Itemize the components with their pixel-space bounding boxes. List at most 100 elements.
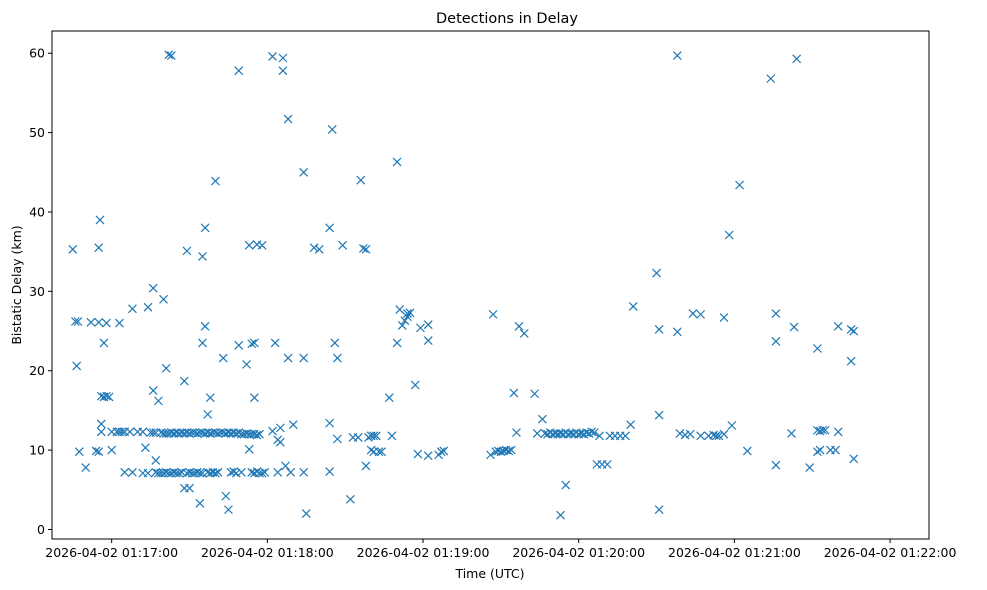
data-point-marker [68,244,78,254]
data-point-marker [771,336,781,346]
data-point-marker [724,230,734,240]
y-axis-label: Bistatic Delay (km) [9,225,24,344]
data-point-marker [589,428,599,438]
data-point-marker [846,356,856,366]
x-tick-label: 2026-04-02 01:22:00 [824,545,957,560]
data-point-marker [95,215,105,225]
data-point-marker [561,480,571,490]
data-point-marker [299,467,309,477]
data-point-marker [405,308,415,318]
x-tick-label: 2026-04-02 01:18:00 [201,545,334,560]
data-point-marker [374,447,384,457]
data-point-marker [771,460,781,470]
data-point-marker [255,429,264,439]
data-point-marker [789,322,799,332]
data-point-marker [102,391,111,401]
data-point-marker [200,321,210,331]
data-point-marker [283,353,293,363]
data-point-marker [268,51,277,61]
data-point-marker [815,445,825,455]
data-point-marker [234,66,244,76]
data-point-marker [213,467,223,477]
data-point-marker [358,244,368,253]
data-point-marker [423,451,433,461]
data-point-marker [397,321,407,330]
data-point-marker [102,318,111,328]
data-point-marker [626,420,636,430]
data-point-marker [727,421,737,430]
data-point-marker [820,425,830,435]
data-point-marker [813,447,822,457]
data-point-marker [224,505,233,515]
data-point-marker [299,167,309,177]
data-point-marker [73,317,83,326]
y-axis: 0 10 20 30 40 50 60 [29,46,52,537]
y-tick-label: 20 [29,363,45,378]
data-point-marker [301,509,311,519]
data-point-marker [711,431,721,441]
data-point-marker [195,498,205,508]
data-point-marker [104,392,114,402]
data-point-marker [252,430,262,440]
data-point-marker [620,431,630,441]
data-point-marker [185,483,194,493]
data-point-marker [486,450,495,460]
data-point-marker [805,463,815,472]
data-point-marker [849,326,859,336]
data-point-marker [244,444,254,454]
data-point-marker [211,468,220,478]
data-point-marker [278,53,288,63]
data-point-marker [260,467,270,477]
data-point-marker [117,427,127,437]
data-point-marker [125,427,135,437]
data-point-marker [377,447,386,457]
data-point-marker [387,431,397,441]
data-point-marker [234,428,244,438]
data-point-marker [159,294,168,304]
data-point-marker [96,419,106,429]
data-point-marker [504,446,514,456]
data-point-marker [257,240,267,250]
data-point-marker [766,74,776,84]
data-point-marker [325,467,335,476]
data-point-marker [595,431,604,441]
data-point-marker [714,431,724,441]
data-point-marker [403,312,412,322]
x-tick-label: 2026-04-02 01:19:00 [357,545,490,560]
data-point-marker [628,302,638,311]
data-point-marker [94,447,104,457]
data-point-marker [115,318,124,328]
data-point-marker [675,429,685,438]
data-point-marker [831,445,841,455]
data-point-marker [299,353,309,363]
data-point-marker [94,243,104,253]
data-point-marker [221,491,231,501]
data-point-marker [654,410,664,420]
y-tick-label: 30 [29,284,45,299]
data-point-marker [530,389,540,399]
data-point-marker [309,243,319,253]
data-point-marker [72,361,82,371]
data-point-marker [423,320,433,330]
y-tick-label: 0 [37,522,45,537]
data-point-marker [366,445,376,455]
data-point-marker [229,467,239,476]
data-point-marker [833,427,843,437]
data-point-marker [514,321,524,331]
y-tick-label: 50 [29,125,45,140]
data-point-marker [587,427,597,437]
data-point-marker [332,353,342,363]
data-point-marker [512,428,521,438]
data-point-marker [353,432,363,442]
data-point-marker [654,505,664,515]
data-point-marker [672,327,682,337]
data-point-marker [166,51,176,61]
data-point-marker [345,494,355,504]
data-point-marker [742,446,752,456]
data-point-marker [86,317,96,327]
data-point-marker [364,432,373,442]
data-point-marker [182,246,192,256]
data-point-marker [234,340,244,350]
